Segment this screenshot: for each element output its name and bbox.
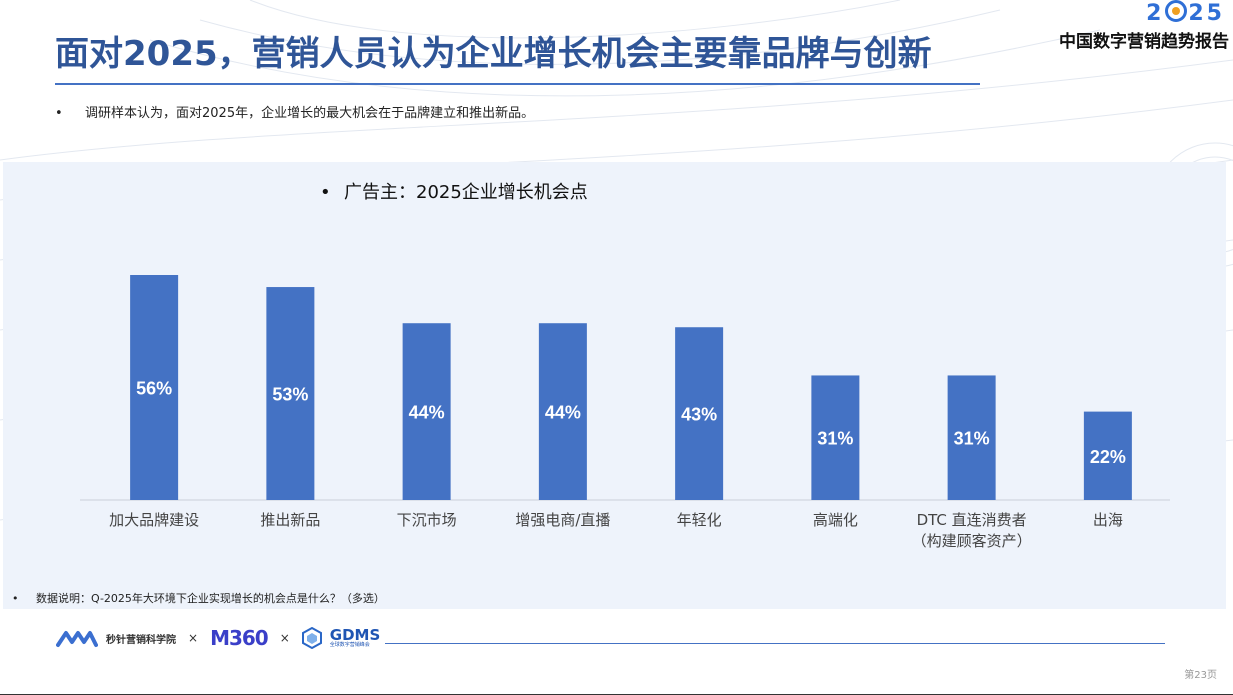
times-separator: × xyxy=(188,631,199,645)
data-note-text: 数据说明：Q-2025年大环境下企业实现增长的机会点是什么？（多选） xyxy=(36,592,385,605)
data-note: • 数据说明：Q-2025年大环境下企业实现增长的机会点是什么？（多选） xyxy=(12,590,385,606)
miaozhen-logo-icon xyxy=(56,631,98,647)
category-label: 增强电商/直播 xyxy=(515,511,610,529)
gdms-logo-subtext: 全球数字营销峰会 xyxy=(329,642,370,648)
year-zero-logo-icon xyxy=(1165,0,1188,22)
bullet-icon: • xyxy=(55,106,63,121)
bullet-icon: • xyxy=(320,182,331,203)
data-label: 31% xyxy=(954,429,990,449)
intro-text: 调研样本认为，面对2025年，企业增长的最大机会在于品牌建立和推出新品。 xyxy=(85,106,535,121)
gdms-cube-logo-icon xyxy=(301,627,322,649)
bar xyxy=(947,375,996,500)
bar xyxy=(675,327,724,500)
gdms-logo: GDMS 全球数字营销峰会 xyxy=(330,628,381,648)
category-label: （构建顾客资产） xyxy=(912,532,1032,550)
category-label: 年轻化 xyxy=(677,511,722,529)
bar xyxy=(130,275,179,500)
category-label: 加大品牌建设 xyxy=(109,511,199,529)
category-label: DTC 直连消费者 xyxy=(917,511,1027,529)
title-underline xyxy=(55,83,980,85)
gdms-logo-text: GDMS xyxy=(329,626,381,644)
year-part-2: 25 xyxy=(1188,1,1225,26)
times-separator: × xyxy=(279,631,290,645)
chart-heading-text: 广告主：2025企业增长机会点 xyxy=(344,182,588,203)
report-title: 中国数字营销趋势报告 xyxy=(1059,32,1229,52)
data-label: 22% xyxy=(1090,447,1126,467)
page-number: 第23页 xyxy=(1184,670,1217,681)
data-label: 43% xyxy=(681,405,717,425)
m360-logo: M360 xyxy=(210,626,269,650)
bar xyxy=(1083,411,1132,500)
bar xyxy=(266,287,315,500)
data-label: 56% xyxy=(136,379,172,399)
data-label: 53% xyxy=(272,385,308,405)
chart-heading: • 广告主：2025企业增长机会点 xyxy=(320,178,588,204)
data-label: 31% xyxy=(817,429,853,449)
bar xyxy=(811,375,860,500)
page-title: 面对2025，营销人员认为企业增长机会主要靠品牌与创新 xyxy=(55,34,932,74)
intro-bullet: • 调研样本认为，面对2025年，企业增长的最大机会在于品牌建立和推出新品。 xyxy=(55,102,534,121)
category-label: 推出新品 xyxy=(260,511,320,529)
data-label: 44% xyxy=(409,403,445,423)
year-part-1: 2 xyxy=(1146,1,1165,26)
data-label: 44% xyxy=(545,403,581,423)
chart-panel xyxy=(3,162,1226,609)
miaozhen-brand-name: 秒针营销科学院 xyxy=(106,634,176,646)
bullet-icon: • xyxy=(12,592,19,605)
category-label: 高端化 xyxy=(813,511,858,529)
category-label: 下沉市场 xyxy=(397,511,457,529)
report-year-logo: 2 25 xyxy=(1146,0,1225,26)
bar xyxy=(402,323,451,500)
footer-logos: 秒针营销科学院 × M360 × GDMS 全球数字营销峰会 xyxy=(56,624,380,652)
bar xyxy=(538,323,587,500)
footer-divider xyxy=(385,643,1165,644)
category-label: 出海 xyxy=(1093,511,1123,529)
